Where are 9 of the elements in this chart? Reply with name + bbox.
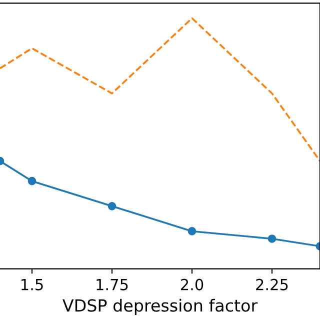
x-tick-label: 1.5: [22, 278, 43, 290]
x-tick-label: 2.25: [256, 278, 288, 290]
point: [28, 176, 36, 186]
x-tick-label: 1.75: [96, 278, 128, 290]
point: [268, 234, 276, 243]
point: [188, 227, 196, 236]
x-tick-label: 2.0: [180, 278, 204, 290]
x-axis-title: VDSP depression factor: [62, 298, 258, 315]
point: [108, 202, 116, 210]
